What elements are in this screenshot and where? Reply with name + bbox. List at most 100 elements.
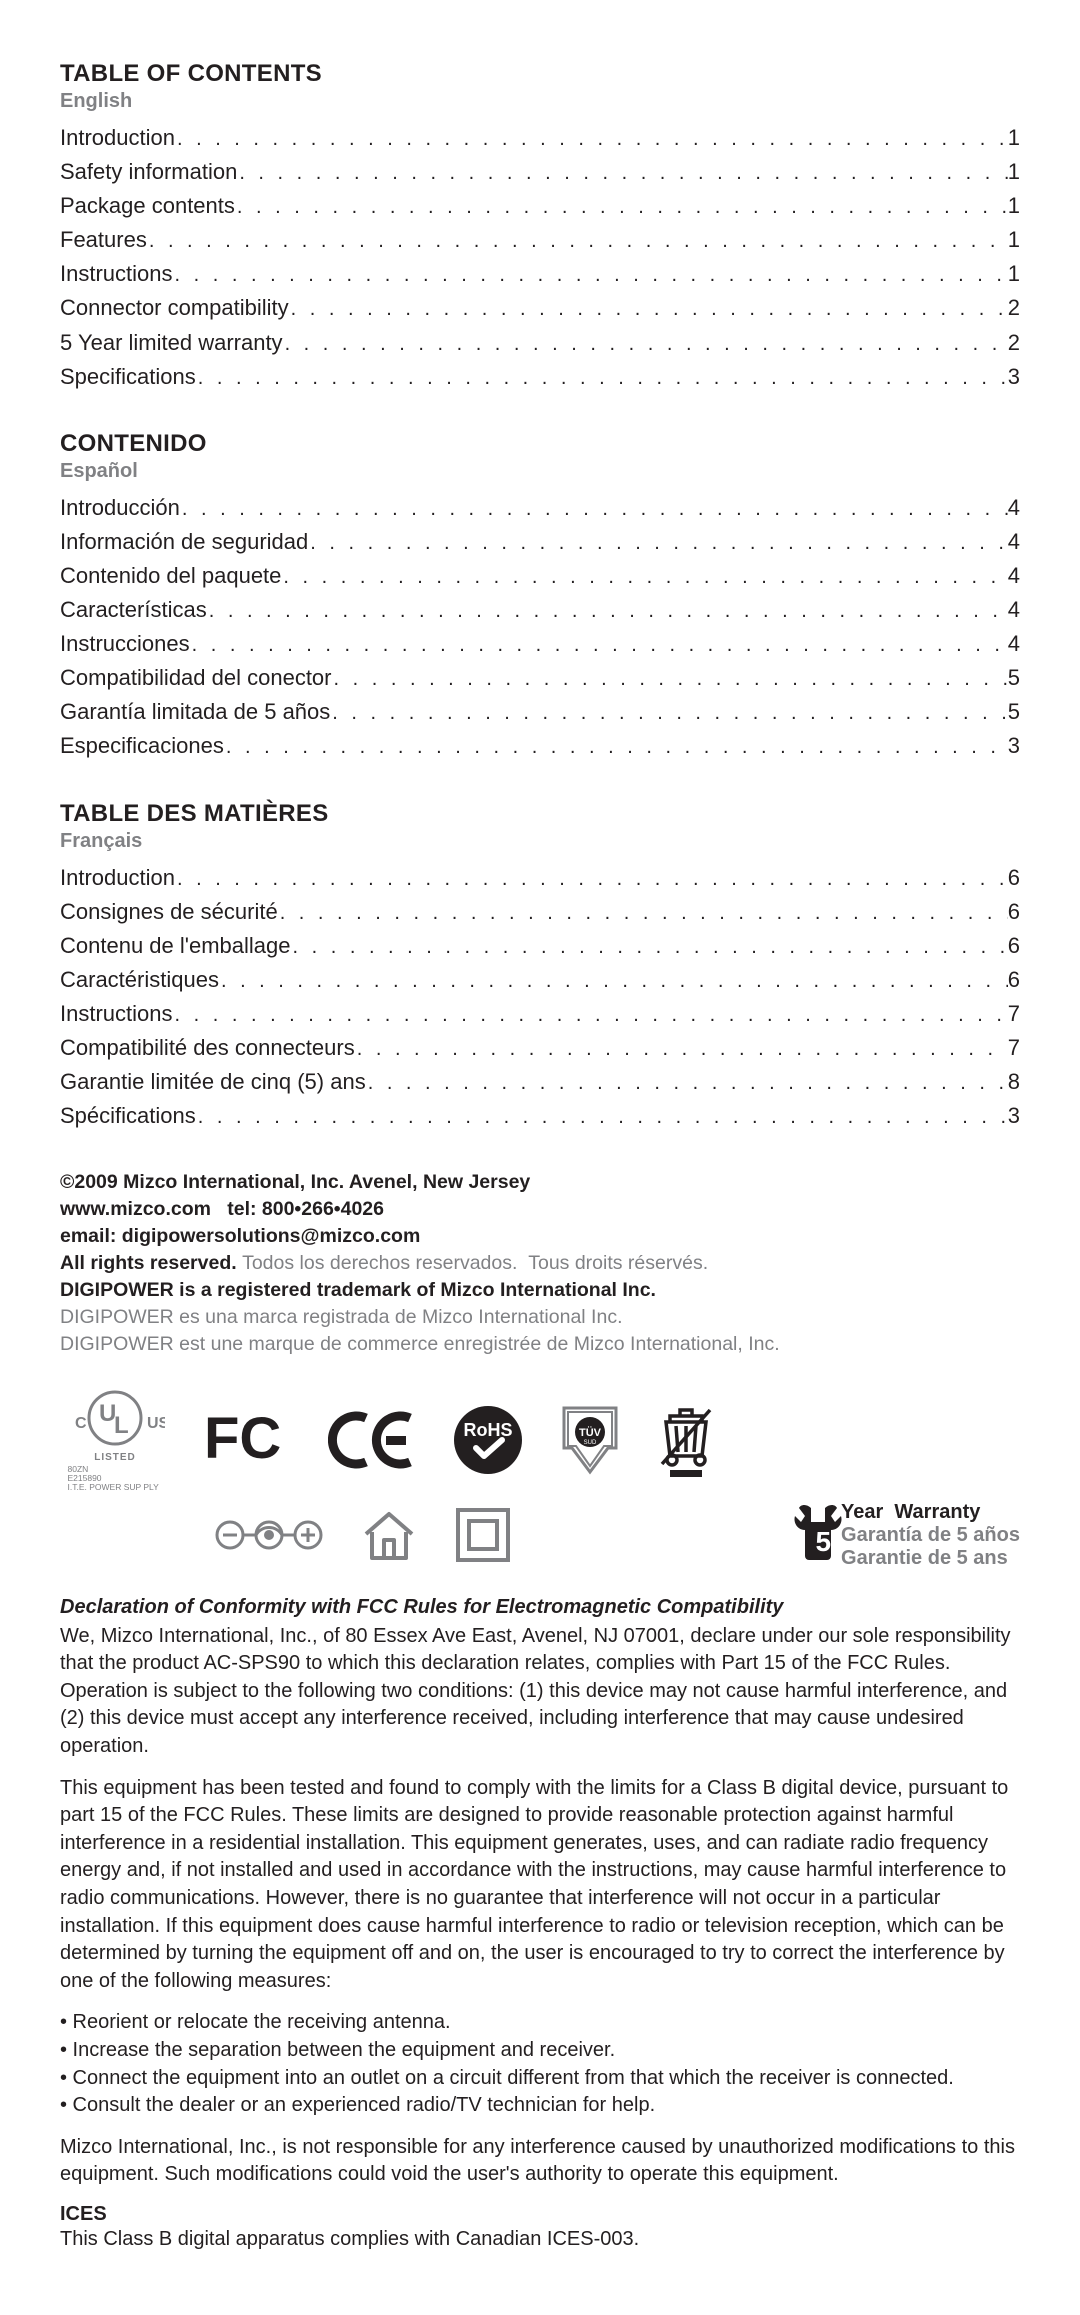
toc-row: Introduction 6 (60, 861, 1020, 895)
toc-lang: English (60, 90, 1020, 113)
indoor-use-icon (358, 1506, 420, 1564)
toc-label: Garantie limitée de cinq (5) ans (60, 1065, 366, 1099)
toc-row: Caractéristiques 6 (60, 963, 1020, 997)
toc-dots (366, 1068, 1008, 1099)
weee-bin-icon (656, 1402, 716, 1478)
toc-title: TABLE OF CONTENTS (60, 60, 1020, 88)
svg-text:FC: FC (204, 1408, 281, 1471)
toc-label: Compatibilité des connecteurs (60, 1031, 355, 1065)
toc-french: TABLE DES MATIÈRES Français Introduction… (60, 800, 1020, 1134)
declaration-bullet: • Consult the dealer or an experienced r… (60, 2092, 1020, 2120)
toc-label: Contenu de l'emballage (60, 929, 290, 963)
toc-dots (180, 494, 1008, 525)
toc-page: 6 (1008, 895, 1020, 929)
svg-text:US: US (147, 1415, 165, 1432)
svg-text:L: L (114, 1412, 129, 1439)
toc-page: 1 (1008, 223, 1020, 257)
toc-dots (332, 664, 1008, 695)
warranty-badge: 5 Year Warranty Garantía de 5 años Garan… (793, 1501, 1020, 1570)
declaration-bullet: • Reorient or relocate the receiving ant… (60, 2009, 1020, 2037)
toc-row: Compatibilité des connecteurs 7 (60, 1031, 1020, 1065)
svg-text:RoHS: RoHS (464, 1420, 513, 1440)
toc-page: 4 (1008, 593, 1020, 627)
toc-row: Características 4 (60, 593, 1020, 627)
ices-body: This Class B digital apparatus complies … (60, 2226, 1020, 2254)
toc-row: Instructions 1 (60, 257, 1020, 291)
copyright-line-grey: DIGIPOWER es una marca registrada de Miz… (60, 1304, 1020, 1331)
copyright-line-grey: Todos los derechos reservados. Tous droi… (242, 1252, 708, 1274)
copyright-line: All rights reserved. (60, 1252, 242, 1274)
ul-desc: I.T.E. POWER SUP PLY (68, 1483, 163, 1492)
toc-title: CONTENIDO (60, 430, 1020, 458)
toc-page: 2 (1008, 326, 1020, 360)
toc-page: 4 (1008, 491, 1020, 525)
certification-logos-row-2: 5 Year Warranty Garantía de 5 años Garan… (80, 1501, 1020, 1570)
toc-label: Consignes de sécurité (60, 895, 278, 929)
toc-page: 7 (1008, 1031, 1020, 1065)
declaration-paragraph: This equipment has been tested and found… (60, 1775, 1020, 1996)
toc-dots (290, 932, 1007, 963)
copyright-line: email: digipowersolutions@mizco.com (60, 1225, 420, 1247)
toc-lang: Français (60, 830, 1020, 853)
toc-label: Safety information (60, 155, 237, 189)
toc-dots (173, 260, 1008, 291)
declaration-bullet: • Increase the separation between the eq… (60, 2037, 1020, 2065)
toc-label: Introducción (60, 491, 180, 525)
toc-row: Contenu de l'emballage 6 (60, 929, 1020, 963)
toc-row: Safety information 1 (60, 155, 1020, 189)
toc-label: Instrucciones (60, 627, 190, 661)
copyright-line-grey: DIGIPOWER est une marque de commerce enr… (60, 1331, 1020, 1358)
copyright-line: ©2009 Mizco International, Inc. Avenel, … (60, 1171, 530, 1193)
copyright-block: ©2009 Mizco International, Inc. Avenel, … (60, 1169, 1020, 1357)
toc-page: 1 (1008, 121, 1020, 155)
declaration-bullet: • Connect the equipment into an outlet o… (60, 2065, 1020, 2093)
toc-label: Introduction (60, 861, 175, 895)
toc-label: Features (60, 223, 147, 257)
toc-page: 6 (1008, 963, 1020, 997)
toc-page: 3 (1008, 1099, 1020, 1133)
toc-row: Introducción 4 (60, 491, 1020, 525)
toc-lang: Español (60, 460, 1020, 483)
copyright-line: www.mizco.com tel: 800•266•4026 (60, 1198, 384, 1220)
svg-text:C: C (75, 1415, 87, 1432)
toc-row: Introduction 1 (60, 121, 1020, 155)
toc-dots (281, 562, 1007, 593)
tuv-icon: TÜV SUD (558, 1404, 622, 1476)
toc-page: 1 (1008, 189, 1020, 223)
toc-page: 1 (1008, 155, 1020, 189)
ul-listed-label: LISTED (94, 1452, 136, 1463)
toc-row: Spécifications 3 (60, 1099, 1020, 1133)
toc-dots (175, 124, 1008, 155)
toc-row: Contenido del paquete 4 (60, 559, 1020, 593)
toc-label: Caractéristiques (60, 963, 219, 997)
toc-label: Especificaciones (60, 729, 224, 763)
toc-dots (190, 630, 1008, 661)
warranty-number: 5 (815, 1526, 831, 1557)
svg-text:SUD: SUD (584, 1440, 597, 1446)
toc-row: Instrucciones 4 (60, 627, 1020, 661)
toc-row: Compatibilidad del conector 5 (60, 661, 1020, 695)
toc-items: Introduction 6 Consignes de sécurité 6 C… (60, 861, 1020, 1134)
toc-dots (173, 1000, 1008, 1031)
toc-label: Introduction (60, 121, 175, 155)
toc-row: Información de seguridad 4 (60, 525, 1020, 559)
toc-dots (283, 329, 1008, 360)
toc-label: 5 Year limited warranty (60, 326, 283, 360)
toc-label: Instructions (60, 257, 173, 291)
declaration-title: Declaration of Conformity with FCC Rules… (60, 1596, 1020, 1619)
polarity-icon (214, 1511, 324, 1559)
toc-page: 1 (1008, 257, 1020, 291)
toc-dots (355, 1034, 1008, 1065)
toc-dots (330, 698, 1007, 729)
declaration-block: Declaration of Conformity with FCC Rules… (60, 1596, 1020, 2254)
toc-label: Contenido del paquete (60, 559, 281, 593)
toc-page: 8 (1008, 1065, 1020, 1099)
toc-page: 3 (1008, 729, 1020, 763)
toc-label: Instructions (60, 997, 173, 1031)
ul-listed-icon: C US U L LISTED 80ZN E215890 I.T.E. POWE… (60, 1388, 170, 1493)
declaration-paragraph: Mizco International, Inc., is not respon… (60, 2134, 1020, 2189)
toc-label: Spécifications (60, 1099, 196, 1133)
toc-page: 3 (1008, 360, 1020, 394)
toc-page: 7 (1008, 997, 1020, 1031)
warranty-line: Garantie de 5 ans (841, 1547, 1008, 1569)
